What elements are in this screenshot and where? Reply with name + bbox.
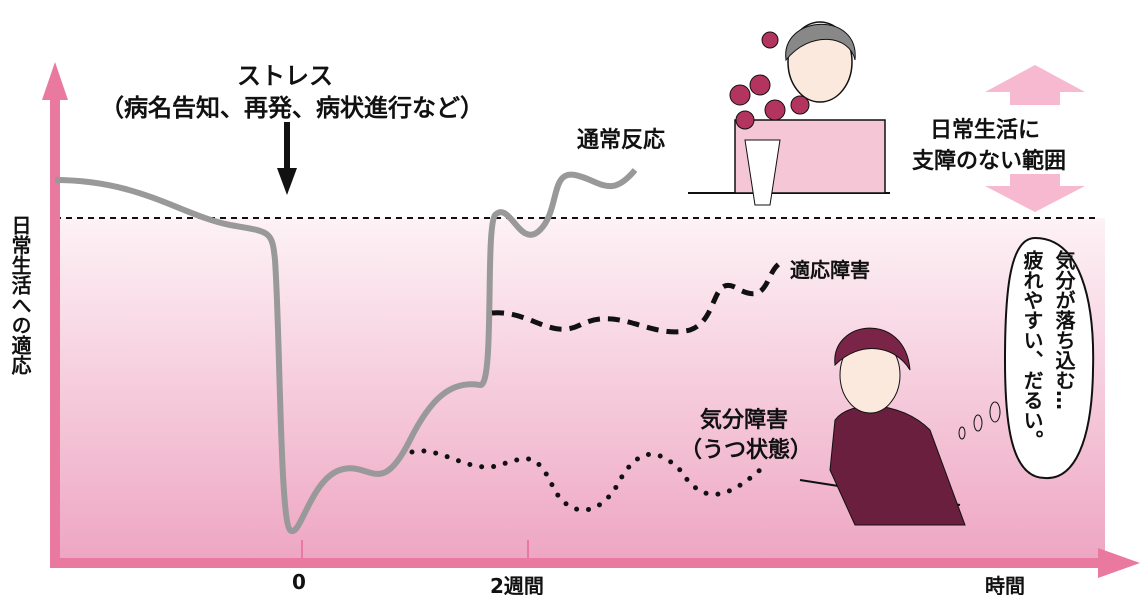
stress-note: （病名告知、再発、病状進行など） [100,94,484,122]
adjustment-curve [491,259,784,335]
y-axis [50,92,60,562]
mood-label-1: 気分障害 [700,408,789,433]
woman-hair [785,23,856,62]
mood-label-2: （うつ状態） [680,438,813,463]
y-axis-arrow [42,62,68,100]
vase [744,139,781,206]
normal-reaction-curve [54,168,638,535]
stress-arrow-head [277,168,297,195]
range-label-1: 日常生活に [930,118,1041,143]
speech-line-2: 疲れやすい、だるい。 [1020,250,1044,450]
flowers [729,31,810,130]
sigh-marks [958,401,1001,440]
x-axis [50,558,1110,568]
x-label: 時間 [985,574,1025,595]
speech-bubble [1003,236,1095,480]
sad-woman-body [829,405,966,526]
x-label: 2週間 [490,574,544,595]
x-axis-arrow [1098,548,1140,578]
stress-title: ストレス [237,62,333,90]
range-arrow-up [985,65,1085,105]
sad-woman-hair [834,327,911,371]
adjustment-label: 適応障害 [790,258,870,282]
y-axis-label: 日常生活への適応 [8,215,32,375]
range-arrow-down [985,174,1085,212]
range-label-2: 支障のない範囲 [912,149,1067,174]
speech-line-1: 気分が落ち込む… [1052,250,1076,410]
mood-curve [409,448,763,513]
x-label: 0 [292,570,306,594]
normal-reaction-label: 通常反応 [577,128,666,153]
